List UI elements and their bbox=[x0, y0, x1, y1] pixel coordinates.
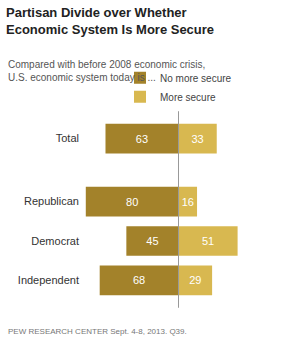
svg-text:45: 45 bbox=[146, 235, 158, 247]
svg-text:Partisan Divide over WhetherEc: Partisan Divide over WhetherEconomic Sys… bbox=[6, 5, 214, 37]
svg-text:Independent: Independent bbox=[18, 274, 79, 286]
svg-text:PEW RESEARCH CENTER Sept. 4-8,: PEW RESEARCH CENTER Sept. 4-8, 2013. Q39… bbox=[8, 327, 187, 336]
svg-text:51: 51 bbox=[202, 235, 214, 247]
svg-text:No more secure: No more secure bbox=[160, 73, 232, 84]
svg-text:Republican: Republican bbox=[24, 195, 79, 207]
svg-text:Compared with before 2008 econ: Compared with before 2008 economic crisi… bbox=[8, 59, 205, 83]
svg-text:Total: Total bbox=[56, 132, 79, 144]
svg-text:80: 80 bbox=[126, 196, 138, 208]
svg-text:33: 33 bbox=[191, 133, 203, 145]
svg-text:63: 63 bbox=[136, 133, 148, 145]
svg-text:More secure: More secure bbox=[160, 92, 216, 103]
svg-text:16: 16 bbox=[182, 196, 194, 208]
svg-text:68: 68 bbox=[133, 274, 145, 286]
svg-text:29: 29 bbox=[189, 274, 201, 286]
svg-text:Democrat: Democrat bbox=[31, 235, 79, 247]
